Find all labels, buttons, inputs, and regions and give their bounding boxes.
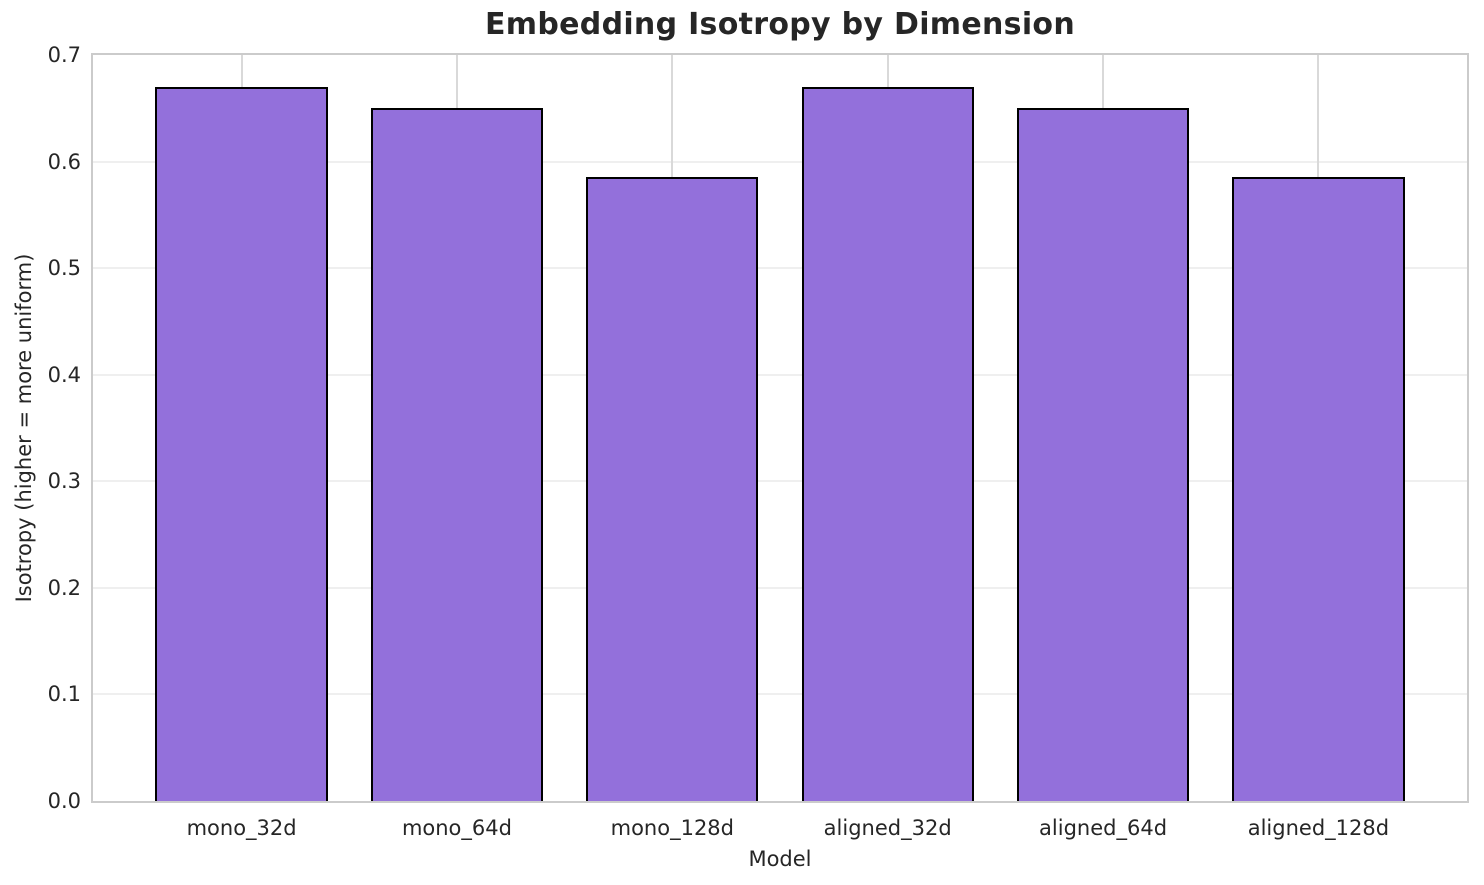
- x-tick-label: aligned_64d: [1039, 816, 1168, 840]
- y-tick-label: 0.1: [47, 682, 81, 707]
- y-tick-label: 0.2: [47, 575, 81, 600]
- x-tick-label: mono_128d: [610, 816, 734, 840]
- bar-mono_32d: [155, 86, 328, 801]
- chart-title: Embedding Isotropy by Dimension: [485, 7, 1075, 42]
- y-axis-label: Isotropy (higher = more uniform): [12, 253, 36, 603]
- y-tick-label: 0.5: [47, 256, 81, 281]
- bar-mono_128d: [586, 176, 759, 801]
- y-tick-label: 0.7: [47, 43, 81, 67]
- x-tick-label: mono_64d: [401, 816, 512, 840]
- y-gridline: [93, 267, 1467, 270]
- x-tick-label: aligned_32d: [823, 816, 952, 840]
- x-tick-label: aligned_128d: [1247, 816, 1390, 840]
- bar-aligned_32d: [801, 86, 974, 801]
- y-gridline: [93, 480, 1467, 483]
- y-tick-label: 0.6: [47, 149, 81, 174]
- y-gridline: [93, 373, 1467, 376]
- y-tick-label: 0.3: [47, 469, 81, 494]
- plot-area: 0.0 0.1 0.2 0.3 0.4 0.5 0.6 0.7 mono_32d mono_64d…: [48, 43, 1469, 840]
- y-gridline: [93, 586, 1467, 589]
- x-tick-label: mono_32d: [186, 816, 297, 840]
- y-gridline: [93, 693, 1467, 696]
- bar-aligned_64d: [1016, 108, 1190, 801]
- bar-mono_64d: [370, 108, 544, 801]
- bar-aligned_128d: [1232, 176, 1405, 801]
- y-tick-label: 0.4: [47, 362, 81, 387]
- y-gridline: [93, 160, 1467, 163]
- x-axis-label: Model: [748, 847, 812, 871]
- y-tick-label: 0.0: [47, 789, 81, 813]
